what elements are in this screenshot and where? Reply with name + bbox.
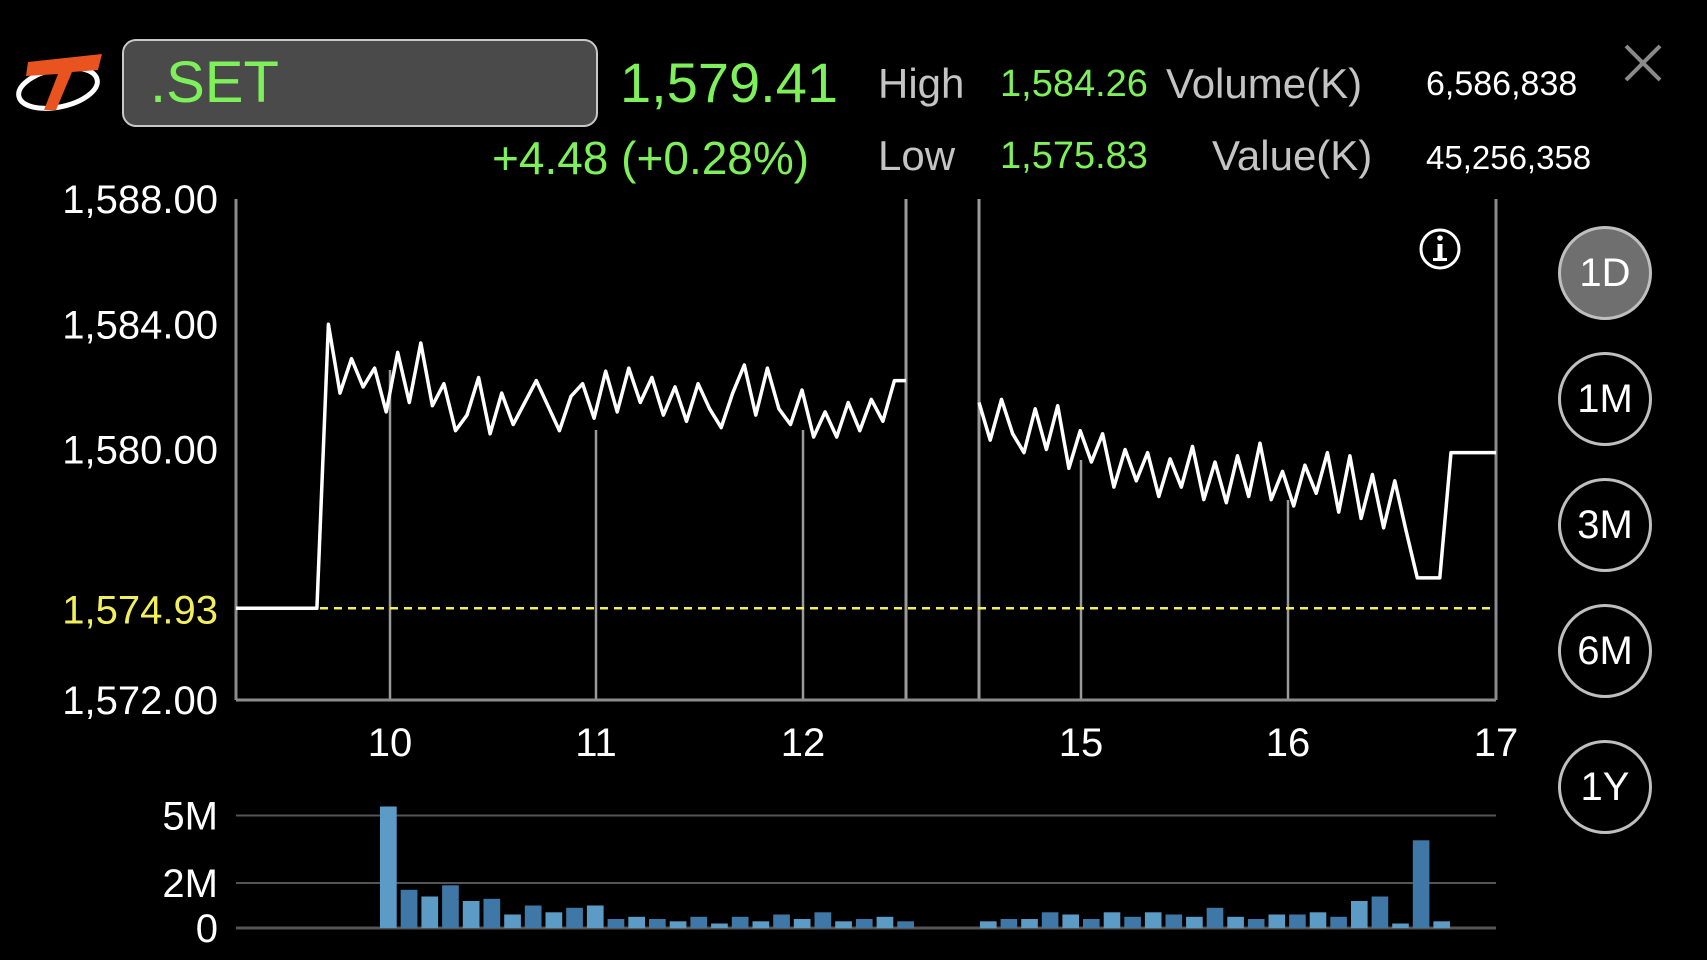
- volume-bar: [1000, 919, 1018, 928]
- close-icon[interactable]: [1620, 40, 1666, 86]
- volume-bar: [1144, 912, 1162, 929]
- volume-bars: [380, 806, 1450, 929]
- high-label: High: [878, 60, 965, 107]
- volume-bar: [669, 921, 687, 929]
- volume-bar: [897, 921, 914, 929]
- volume-bar: [649, 919, 666, 928]
- timeframe-6m-button[interactable]: 6M: [1558, 604, 1652, 698]
- app-logo: [16, 54, 102, 111]
- volume-bar: [586, 905, 604, 928]
- volume-bar: [1041, 912, 1059, 929]
- high-value: 1,584.26: [1000, 63, 1148, 105]
- volume-tick-label: 5M: [162, 795, 218, 839]
- chart-axes: [234, 199, 1498, 702]
- volume-bar: [462, 901, 480, 928]
- volume-bar: [711, 923, 728, 928]
- price-change: +4.48 (+0.28%): [492, 132, 810, 184]
- x-tick-label: 16: [1266, 721, 1311, 765]
- volume-bar: [855, 919, 873, 928]
- volume-bar: [793, 919, 811, 928]
- volume-bar: [876, 916, 894, 929]
- price-series: [236, 322, 1496, 611]
- volume-bar: [607, 919, 625, 928]
- x-tick-label: 11: [575, 721, 617, 765]
- x-tick-label: 10: [368, 721, 413, 765]
- x-tick-label: 15: [1059, 721, 1104, 765]
- y-tick-label: 1,588.00: [62, 178, 218, 222]
- volume-bar: [504, 914, 521, 928]
- volume-bar: [752, 921, 770, 929]
- price-chart[interactable]: 1,588.00 1,584.00 1,580.00 1,572.00 1,574.93…: [0, 0, 1540, 960]
- volume-bar: [1021, 919, 1038, 928]
- volume-bar: [980, 921, 997, 929]
- x-axis-labels: 10 11 12 15 16 17: [368, 721, 1519, 765]
- volume-bar: [1186, 916, 1203, 929]
- volume-bar: [1309, 912, 1327, 929]
- reference-label: 1,574.93: [62, 588, 218, 632]
- y-axis-labels: 1,588.00 1,584.00 1,580.00 1,572.00 1,574.93: [62, 178, 218, 723]
- volume-bar: [400, 889, 418, 929]
- volume-bar: [421, 896, 439, 928]
- price-line-morning: [236, 322, 906, 611]
- volume-bar: [1165, 914, 1183, 928]
- volume-label: Volume(K): [1166, 60, 1363, 107]
- y-tick-label: 1,584.00: [62, 303, 218, 347]
- volume-bar: [1247, 919, 1265, 928]
- volume-bar: [1330, 916, 1347, 929]
- volume-bar: [1124, 916, 1141, 929]
- volume-value: 6,586,838: [1426, 65, 1578, 103]
- volume-bar: [690, 916, 708, 929]
- y-tick-label: 1,572.00: [62, 679, 218, 723]
- timeframe-1y-button[interactable]: 1Y: [1558, 740, 1652, 834]
- volume-bar: [524, 905, 542, 928]
- volume-bar: [545, 912, 563, 929]
- volume-bar: [1083, 919, 1100, 928]
- price-line-afternoon: [977, 397, 1496, 580]
- volume-bar: [442, 885, 459, 929]
- low-value: 1,575.83: [1000, 135, 1148, 177]
- x-tick-label: 17: [1474, 721, 1519, 765]
- last-price: 1,579.41: [620, 51, 838, 114]
- volume-bar: [566, 907, 583, 929]
- volume-bar: [1289, 914, 1306, 928]
- volume-bar: [1206, 907, 1224, 929]
- volume-bar: [1412, 840, 1430, 929]
- volume-bar: [773, 914, 790, 928]
- y-tick-label: 1,580.00: [62, 429, 218, 473]
- volume-bar: [835, 921, 852, 929]
- info-icon[interactable]: [1419, 228, 1461, 270]
- volume-bar: [380, 806, 397, 928]
- volume-bar: [1392, 923, 1409, 928]
- volume-bar: [1433, 921, 1450, 929]
- low-label: Low: [878, 132, 956, 179]
- chart-grid: [388, 199, 1290, 700]
- volume-bar: [483, 898, 501, 929]
- volume-bar: [1268, 914, 1286, 928]
- volume-bar: [731, 916, 749, 929]
- volume-bar: [1371, 896, 1389, 928]
- volume-bar: [1227, 916, 1244, 929]
- volume-bar: [814, 912, 832, 929]
- volume-axis-labels: 5M 2M0: [162, 795, 218, 952]
- volume-tick-label: 2M: [162, 862, 218, 906]
- timeframe-1m-button[interactable]: 1M: [1558, 352, 1652, 446]
- volume-bar: [1103, 912, 1121, 929]
- volume-tick-label: 0: [196, 907, 218, 951]
- symbol-text: .SET: [150, 50, 279, 115]
- symbol-search-input[interactable]: [122, 39, 598, 127]
- volume-bar: [628, 916, 645, 929]
- volume-bar: [1351, 901, 1368, 928]
- value-value: 45,256,358: [1426, 139, 1592, 176]
- volume-bar: [1062, 914, 1079, 928]
- value-label: Value(K): [1212, 132, 1373, 179]
- timeframe-1d-button[interactable]: 1D: [1558, 226, 1652, 320]
- x-tick-label: 12: [781, 721, 826, 765]
- timeframe-3m-button[interactable]: 3M: [1558, 478, 1652, 572]
